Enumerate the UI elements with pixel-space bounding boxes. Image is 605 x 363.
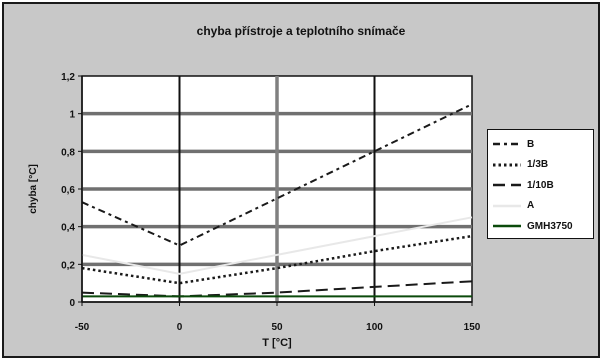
y-tick-label-2: 0,4	[61, 223, 75, 234]
legend-item-1: 1/3B	[492, 155, 593, 176]
legend-item-2: 1/10B	[492, 175, 593, 196]
x-tick-label-0: -50	[75, 322, 90, 333]
legend-label-4: GMH3750	[527, 220, 573, 232]
y-tick-label-6: 1,2	[61, 72, 75, 83]
y-tick-label-5: 1	[69, 110, 75, 121]
x-tick-label-1: 0	[177, 322, 183, 333]
x-tick-label-3: 100	[366, 322, 383, 333]
chart-plot: 0 0,2 0,4 0,6 0,8 1 1,2 -50 0 50 100 150 T [°C] chyba…	[28, 72, 481, 349]
chart-legend: B 1/3B 1/10B A GMH3750	[487, 129, 594, 239]
legend-swatch-0	[492, 140, 522, 148]
x-tick-label-4: 150	[464, 322, 481, 333]
legend-label-0: B	[527, 138, 535, 150]
x-axis-label: T [°C]	[262, 337, 292, 349]
series-line-3	[81, 216, 473, 275]
legend-label-1: 1/3B	[527, 159, 549, 171]
legend-item-3: A	[492, 196, 593, 217]
legend-label-2: 1/10B	[527, 179, 554, 191]
y-axis-label: chyba [°C]	[28, 164, 39, 214]
y-tick-label-0: 0	[69, 298, 75, 309]
chart-title: chyba přístroje a teplotního snímače	[196, 24, 406, 38]
y-tick-label-4: 0,8	[61, 147, 75, 158]
legend-swatch-1	[492, 161, 522, 169]
x-tick-label-2: 50	[271, 322, 283, 333]
legend-swatch-4	[492, 222, 522, 230]
legend-item-4: GMH3750	[492, 216, 593, 237]
y-tick-label-3: 0,6	[61, 185, 75, 196]
chart-frame: chyba přístroje a teplotního snímače 0 0,…	[2, 2, 600, 358]
legend-item-0: B	[492, 134, 593, 155]
y-tick-label-1: 0,2	[61, 260, 75, 271]
legend-label-3: A	[527, 200, 535, 212]
series-line-2	[81, 280, 473, 298]
legend-swatch-2	[492, 181, 522, 189]
legend-swatch-3	[492, 202, 522, 210]
